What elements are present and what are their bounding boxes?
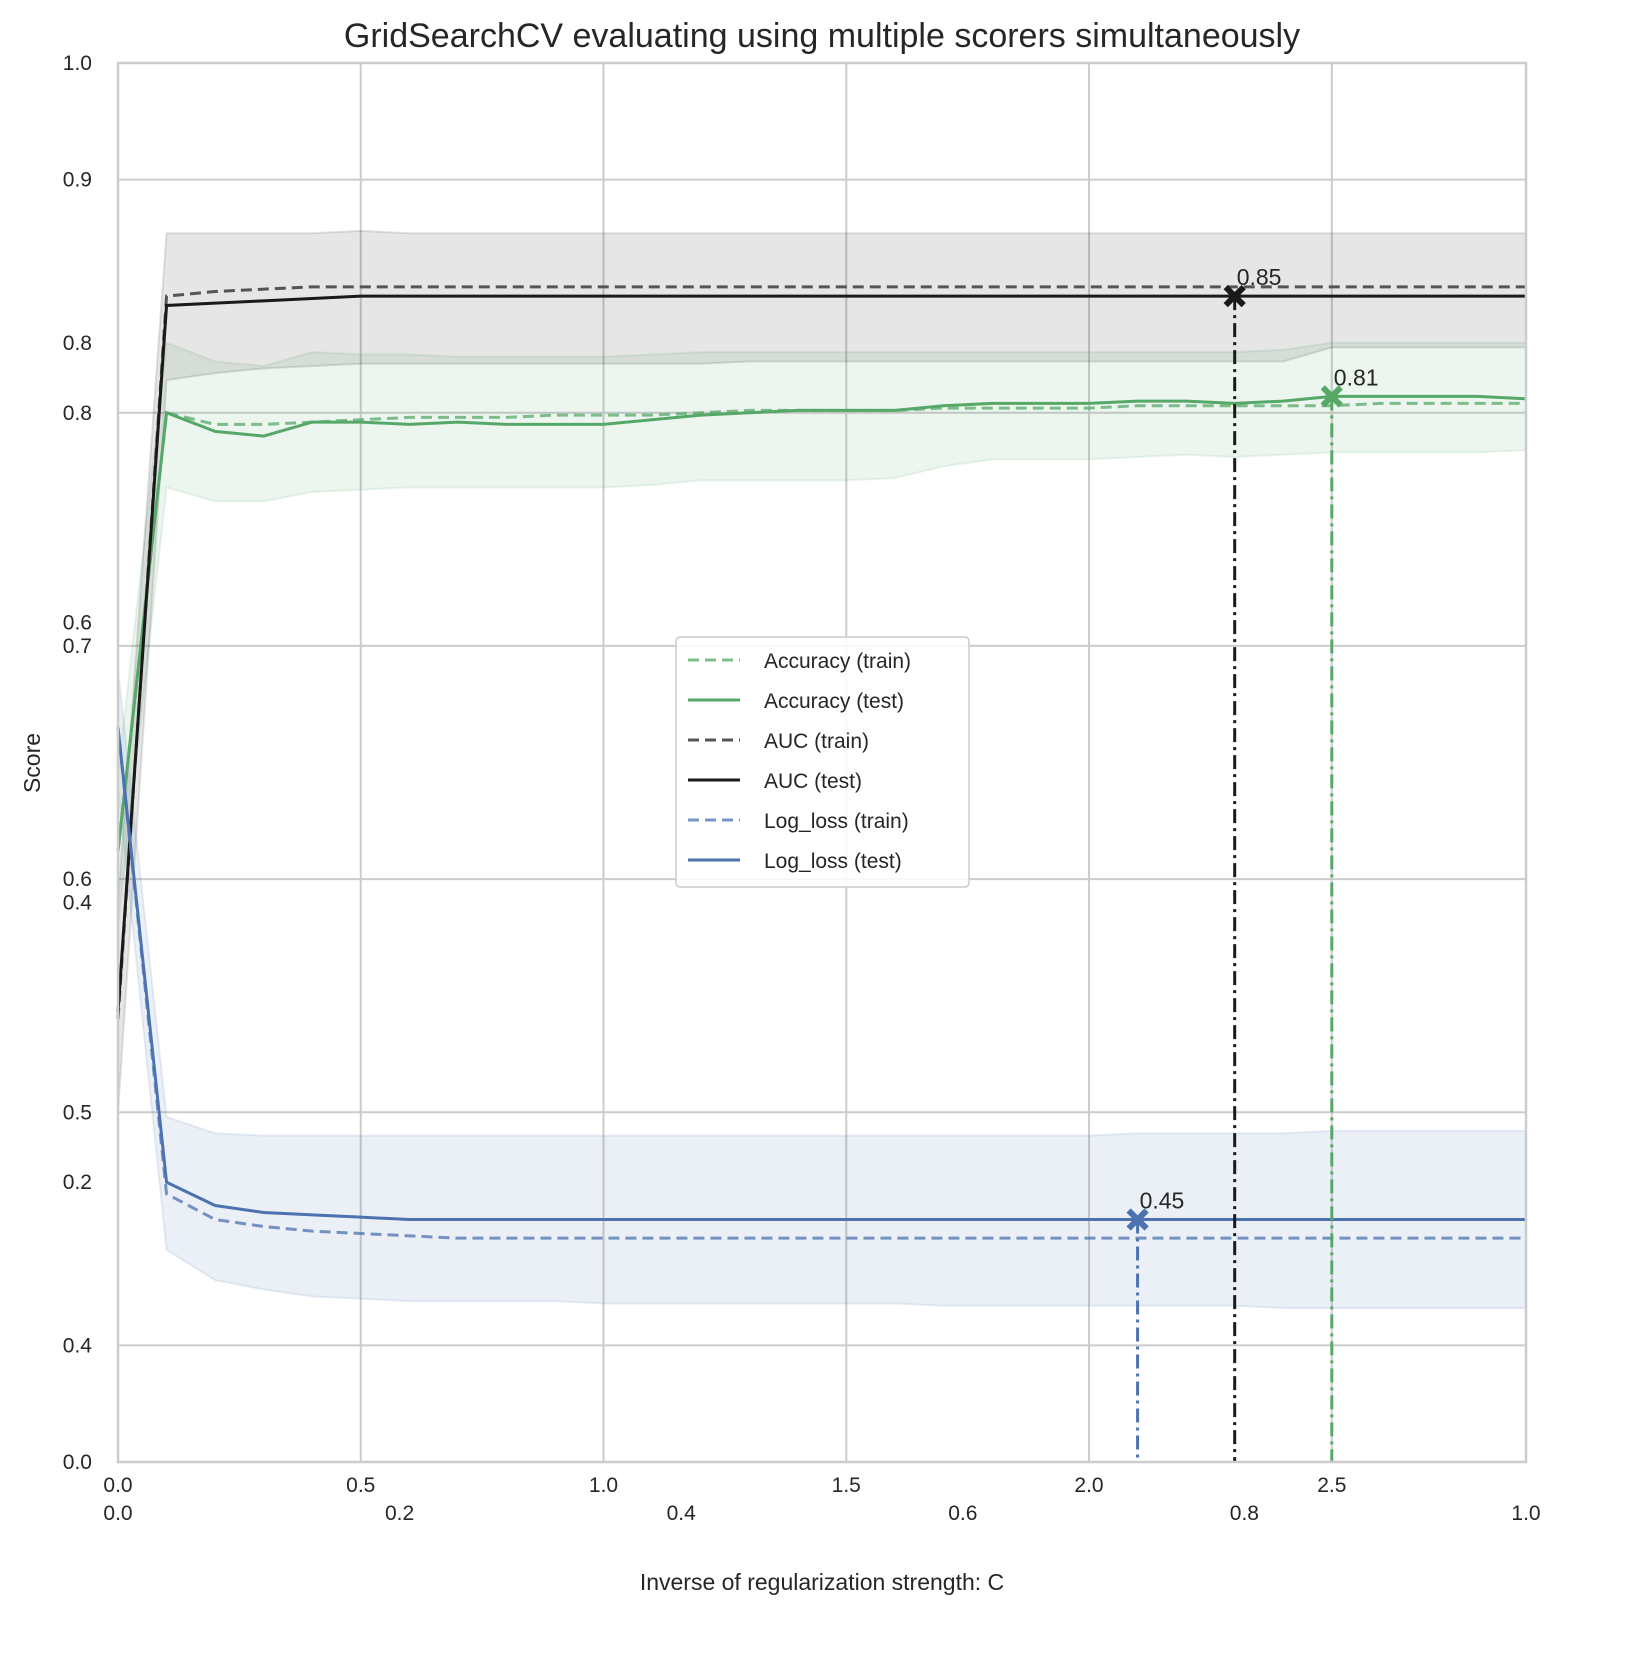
x-tick-label-secondary: 0.6 [948, 1502, 977, 1525]
legend-label: Accuracy (train) [764, 650, 911, 673]
x-tick-label-secondary: 1.0 [1511, 1502, 1540, 1525]
y-axis-label: Score [19, 733, 45, 793]
legend-label: Log_loss (train) [764, 810, 909, 833]
x-tick-label-secondary: 0.0 [103, 1502, 132, 1525]
best-score-annotation: 0.81 [1334, 364, 1379, 390]
y-tick-label: 0.5 [63, 1101, 92, 1124]
y-tick-label-secondary: 0.6 [63, 612, 92, 635]
legend: Accuracy (train) Accuracy (test) AUC (trai… [675, 636, 970, 888]
x-tick-label-secondary: 0.4 [667, 1502, 697, 1525]
tick-labels: 0.0 0.5 1.0 1.5 2.0 2.50.40.50.60.70.80.90.0 0… [63, 52, 1541, 1525]
marker-stroke [1126, 1208, 1149, 1231]
plot-frame [116, 61, 1528, 1464]
y-tick-label-secondary: 0.0 [63, 1451, 92, 1474]
legend-label: AUC (train) [764, 730, 869, 753]
best-score-annotation: 0.85 [1237, 264, 1282, 290]
line-auc-train- [116, 285, 1526, 1020]
best-points: 0.85 0.81 0.45 [1126, 264, 1379, 1462]
y-tick-label: 0.9 [63, 169, 92, 192]
line-auc-test- [116, 294, 1526, 1013]
y-tick-label: 0.6 [63, 868, 92, 891]
x-tick-label: 2.0 [1074, 1474, 1103, 1497]
legend-label: AUC (test) [764, 770, 862, 793]
y-tick-label: 0.4 [63, 1334, 93, 1357]
best-marker-x-icon [1126, 1208, 1149, 1231]
chart-title: GridSearchCV evaluating using multiple s… [344, 17, 1300, 55]
y-tick-label: 0.7 [63, 635, 92, 658]
best-marker-x-icon [1223, 285, 1246, 308]
y-tick-label-secondary: 1.0 [63, 52, 92, 75]
x-tick-label: 0.5 [346, 1474, 375, 1497]
x-tick-label: 2.5 [1317, 1474, 1346, 1497]
x-tick-label-secondary: 0.2 [385, 1502, 414, 1525]
marker-stroke [1223, 285, 1246, 308]
series-lines [116, 285, 1527, 1240]
x-tick-label: 1.5 [832, 1474, 861, 1497]
x-tick-label: 1.0 [589, 1474, 618, 1497]
x-axis-label: Inverse of regularization strength: C [640, 1569, 1004, 1595]
line-log-loss-test- [116, 727, 1526, 1222]
best-marker-x-icon [1320, 385, 1343, 408]
y-tick-label-secondary: 0.2 [63, 1171, 92, 1194]
x-tick-label: 0.0 [103, 1474, 132, 1497]
legend-box [675, 636, 970, 888]
marker-stroke [1320, 385, 1343, 408]
y-tick-label-secondary: 0.4 [63, 891, 93, 914]
best-score-annotation: 0.45 [1140, 1188, 1185, 1214]
y-tick-label: 0.8 [63, 402, 92, 425]
line-accuracy-test- [116, 394, 1527, 852]
legend-label: Log_loss (test) [764, 850, 902, 873]
y-tick-label-secondary: 0.8 [63, 332, 92, 355]
legend-label: Accuracy (test) [764, 690, 904, 713]
x-tick-label-secondary: 0.8 [1230, 1502, 1259, 1525]
line-log-loss-train- [116, 727, 1526, 1240]
